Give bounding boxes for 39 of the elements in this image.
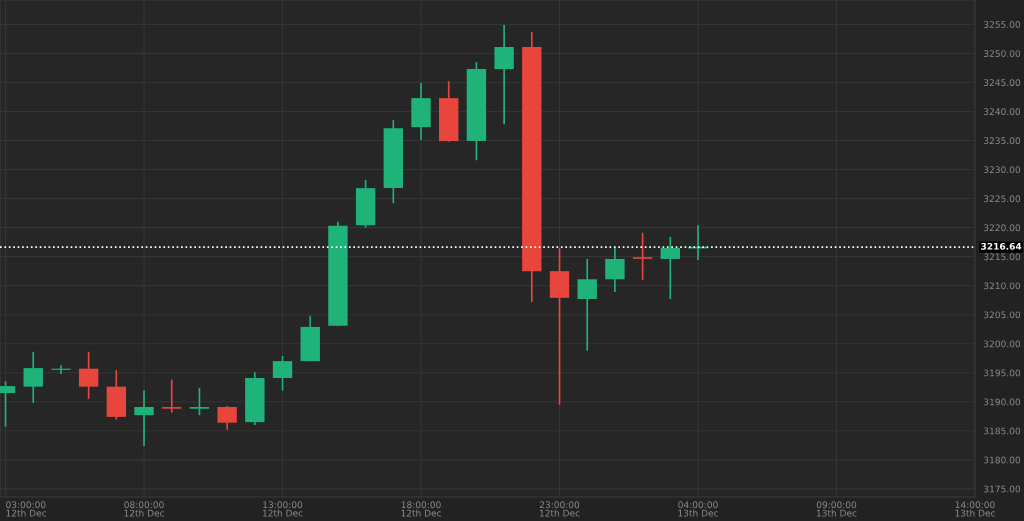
x-tick-label: 04:00:00 13th Dec	[678, 501, 718, 517]
candlestick	[605, 245, 625, 293]
y-tick-label: 3200.00	[984, 340, 1021, 348]
candlestick	[272, 355, 293, 392]
candlestick	[134, 389, 154, 447]
x-tick-label: 09:00:00 13th Dec	[816, 501, 857, 517]
y-tick-label: 3255.00	[984, 21, 1021, 28]
candlestick	[217, 405, 237, 431]
y-tick-label: 3205.00	[984, 311, 1021, 319]
y-tick-label: 3180.00	[984, 456, 1021, 464]
x-tick-label: 23:00:00 12th Dec	[539, 501, 580, 517]
candlestick	[577, 258, 597, 352]
y-tick-label: 3240.00	[984, 108, 1021, 116]
y-tick-label: 3195.00	[984, 369, 1021, 377]
y-tick-label: 3175.00	[984, 485, 1021, 493]
x-tick-label: 14:00:00 13th Dec	[955, 501, 995, 517]
x-tick-label: 03:00:00 12th Dec	[6, 501, 47, 517]
y-tick-label: 3230.00	[984, 166, 1021, 174]
y-tick-label: 3235.00	[984, 137, 1021, 145]
y-tick-label: 3250.00	[984, 50, 1021, 57]
y-tick-label: 3190.00	[984, 398, 1021, 406]
y-tick-label: 3220.00	[984, 224, 1021, 232]
candlestick	[687, 224, 709, 261]
x-tick-label: 13:00:00 12th Dec	[262, 501, 303, 517]
y-tick-label: 3225.00	[984, 195, 1021, 203]
candlestick	[660, 236, 681, 300]
y-tick-label: 3185.00	[984, 427, 1021, 435]
candlestick	[78, 351, 99, 400]
candlestick	[632, 231, 654, 281]
ref-line-label: 3216.64	[981, 242, 1022, 250]
x-tick-label: 18:00:00 12th Dec	[401, 501, 442, 517]
candlestick	[188, 387, 210, 416]
candlestick	[23, 351, 43, 404]
x-tick-label: 08:00:00 12th Dec	[124, 501, 165, 517]
candlestick	[161, 378, 183, 414]
y-tick-label: 3210.00	[984, 282, 1021, 290]
candlestick	[494, 24, 514, 126]
y-tick-label: 3215.00	[984, 253, 1021, 261]
y-tick-label: 3245.00	[984, 79, 1021, 86]
